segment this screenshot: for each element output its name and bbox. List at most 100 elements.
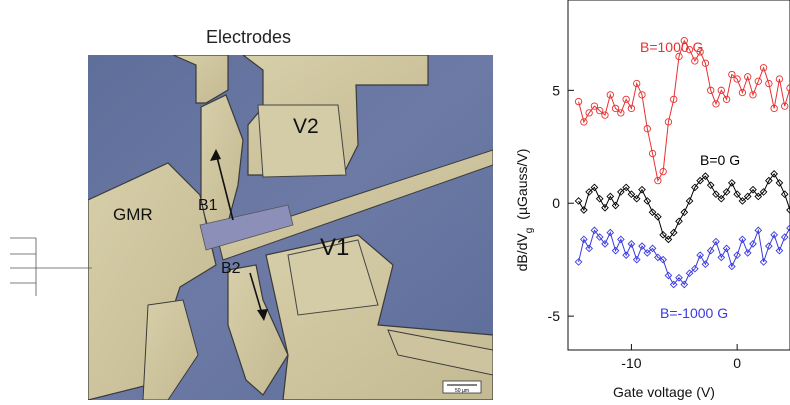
data-point [590,183,599,192]
data-point [744,73,752,81]
data-point [659,231,667,239]
data-point [638,185,646,194]
data-point [680,36,688,45]
data-point [749,240,757,248]
data-point [706,246,715,255]
data-point [622,251,630,259]
y-tick-label: 5 [552,82,560,98]
series-line [578,172,790,241]
label-b1: B1 [198,197,218,214]
data-point [675,52,683,61]
electrode-v2-pad [257,104,347,178]
label-v2: V2 [293,115,319,138]
data-point [632,255,641,264]
data-point [664,235,673,244]
electrode-b2 [227,264,289,396]
data-point [664,271,673,280]
data-point [733,75,741,83]
sample-channel [199,204,294,251]
label-v1: V1 [320,234,349,261]
data-point [754,77,762,85]
data-point [696,176,704,185]
data-point [733,251,741,259]
data-point [754,226,763,235]
data-point [712,100,720,108]
series-label: B=0 G [700,152,740,168]
data-point [775,246,784,255]
b2-arrowhead [257,309,268,321]
data-point [590,102,599,110]
series-1 [574,170,790,244]
data-point [654,212,662,221]
data-point [717,194,726,203]
data-point [643,197,652,205]
electrode-v1-pad [287,239,379,316]
data-point [759,188,768,196]
data-point [622,183,630,192]
data-point [759,258,768,266]
legend-layer: B=1000 G B=0 G B=-1000 G [640,39,740,321]
data-point [743,249,752,257]
data-point [707,86,715,94]
data-point [632,194,641,203]
data-point [722,95,731,104]
data-point [617,188,625,196]
data-point [585,188,593,196]
data-point [595,233,604,241]
data-point [574,258,583,266]
y-axis-label-units: (µGauss/V) [514,149,530,220]
b1-arrowhead [210,149,221,161]
data-point [765,242,773,250]
data-point [712,237,720,246]
data-point [765,176,773,185]
data-point [622,95,630,104]
data-point [654,176,662,185]
data-point [781,102,789,110]
x-tick-label: 0 [733,355,741,371]
label-gmr: GMR [113,205,153,224]
y-axis-label-main: dB/dV [514,233,530,272]
data-point [722,244,731,253]
data-point [638,242,646,250]
data-point [786,206,790,214]
data-point [701,172,710,180]
series-line [578,39,790,183]
data-point [617,109,625,117]
data-point [749,91,757,99]
data-point [691,183,699,192]
data-point [659,255,667,264]
series-2 [574,224,790,289]
data-point [717,86,725,94]
data-point [680,280,689,289]
b1-arrow [215,152,234,221]
data-point [601,203,609,212]
data-point [648,149,657,158]
data-point [574,197,583,205]
data-point [749,185,757,194]
plot-frame [567,0,790,351]
data-point [617,235,625,244]
data-point [738,235,747,244]
data-point [685,197,694,205]
series-label: B=1000 G [640,39,703,55]
y-tick-label: 0 [552,195,560,211]
y-axis-label: dB/dVg (µGauss/V) [514,149,535,272]
data-point [680,208,689,217]
data-point [675,217,683,226]
data-point [633,79,641,88]
data-point [669,280,678,289]
electrode-bottom-right [387,329,493,376]
data-point [759,64,768,72]
electrode-micrograph: 50 µm GMR V2 V1 B1 B2 [88,55,493,400]
data-point [648,244,657,253]
data-point [780,190,789,199]
data-point [659,167,667,176]
data-point [648,208,657,217]
data-point [728,70,736,79]
data-point [717,253,726,262]
data-point [775,179,784,187]
data-point [685,269,694,278]
data-point [643,249,652,257]
data-point [664,118,673,126]
